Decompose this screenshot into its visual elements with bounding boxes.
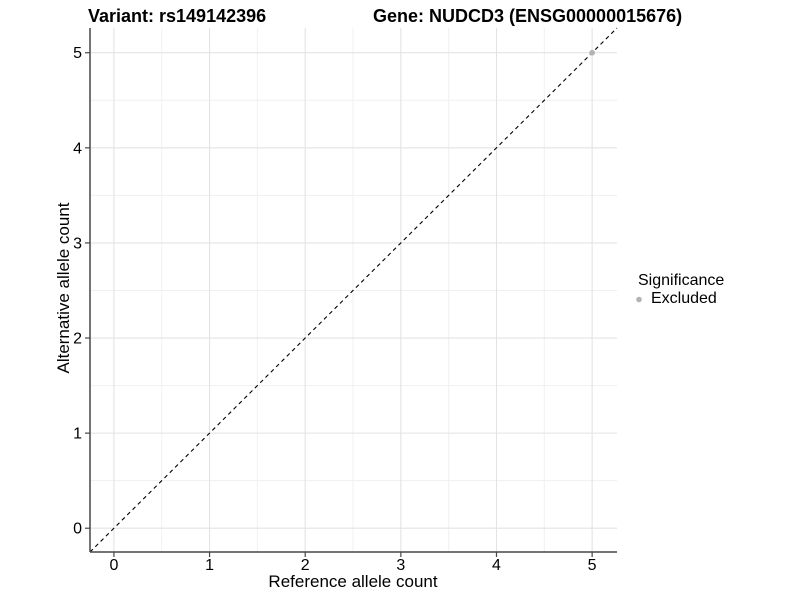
y-axis-title: Alternative allele count xyxy=(54,202,73,374)
x-axis-title: Reference allele count xyxy=(268,572,438,591)
plot-title-variant: Variant: rs149142396 xyxy=(88,6,267,26)
data-points xyxy=(589,49,595,56)
x-tick-labels: 0 1 2 3 4 5 xyxy=(109,557,596,574)
axis-ticks xyxy=(85,52,593,557)
svg-text:5: 5 xyxy=(588,557,597,574)
svg-text:1: 1 xyxy=(73,426,82,443)
legend-title: Significance xyxy=(638,272,725,289)
legend-item-excluded: Excluded xyxy=(632,290,724,307)
svg-text:4: 4 xyxy=(73,140,82,157)
svg-text:3: 3 xyxy=(396,557,405,574)
svg-text:0: 0 xyxy=(73,521,82,538)
plot-title-gene: Gene: NUDCD3 (ENSG00000015676) xyxy=(373,6,683,26)
axis-lines xyxy=(89,28,617,553)
svg-text:2: 2 xyxy=(73,331,82,348)
svg-text:5: 5 xyxy=(73,45,82,62)
y-tick-labels: 0 1 2 3 4 5 xyxy=(73,45,82,537)
svg-text:1: 1 xyxy=(205,557,214,574)
svg-text:0: 0 xyxy=(109,557,118,574)
svg-text:4: 4 xyxy=(492,557,501,574)
legend-point-icon xyxy=(636,296,642,302)
grid-minor xyxy=(90,28,617,552)
reference-line xyxy=(89,27,618,553)
legend: Significance Excluded xyxy=(632,272,724,307)
grid-major xyxy=(90,28,617,552)
svg-text:3: 3 xyxy=(73,235,82,252)
legend-item-label: Excluded xyxy=(651,289,717,307)
svg-text:2: 2 xyxy=(301,557,310,574)
